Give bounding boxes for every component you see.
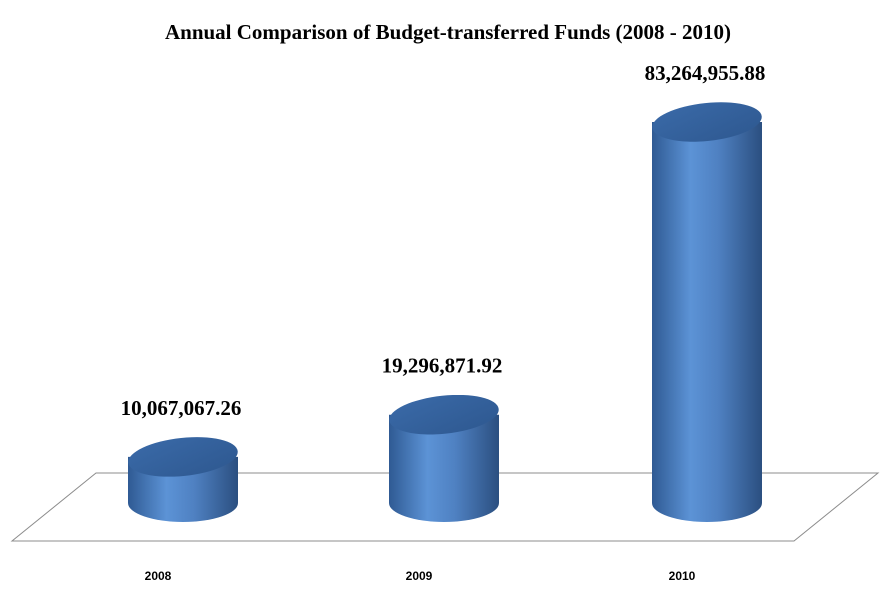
- value-label-2008: 10,067,067.26: [121, 396, 242, 420]
- bar-top-2010: [652, 102, 762, 142]
- category-labels-layer: 2008 2009 2010: [145, 569, 696, 583]
- bar-body-2009: [389, 414, 499, 522]
- value-label-2009: 19,296,871.92: [382, 354, 503, 378]
- chart-title: Annual Comparison of Budget-transferred …: [165, 20, 731, 44]
- bar-2010: [652, 102, 762, 522]
- bar-body-2010: [652, 122, 762, 522]
- bars-layer: [128, 102, 762, 522]
- bar-top-2008: [128, 437, 238, 477]
- category-label-2008: 2008: [145, 569, 172, 583]
- bar-2009: [389, 394, 499, 522]
- bar-top-2009: [389, 394, 499, 435]
- category-label-2010: 2010: [669, 569, 696, 583]
- value-label-2010: 83,264,955.88: [645, 61, 766, 85]
- category-label-2009: 2009: [406, 569, 433, 583]
- value-labels-layer: 10,067,067.26 19,296,871.92 83,264,955.88: [121, 61, 766, 420]
- bar-2008: [128, 437, 238, 522]
